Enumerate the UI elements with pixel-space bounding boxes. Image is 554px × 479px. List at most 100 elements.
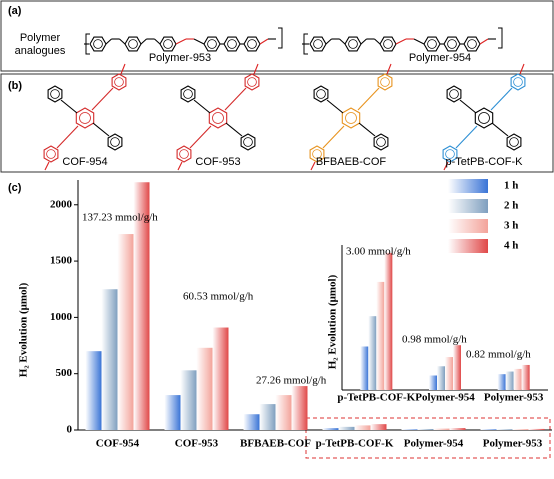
ring (208, 107, 228, 129)
inset-bar (429, 375, 437, 390)
bar (259, 404, 276, 430)
bracket (303, 33, 308, 55)
ring (75, 107, 95, 129)
ring-inner (247, 39, 257, 49)
ring (341, 107, 361, 129)
bond (224, 87, 247, 111)
legend-swatch (448, 179, 488, 193)
ring (203, 36, 221, 52)
bracket (85, 33, 90, 55)
inset-bar (376, 281, 385, 390)
inset-bar (437, 366, 445, 390)
ring-inner (348, 39, 358, 49)
bond (56, 125, 79, 149)
bond (140, 38, 147, 45)
ring-inner (93, 39, 103, 49)
annotation: 0.82 mmol/g/h (466, 349, 531, 361)
inset-bar (497, 374, 506, 390)
bond (225, 122, 243, 137)
ring (180, 85, 196, 103)
ring (313, 85, 329, 103)
bond (119, 38, 126, 45)
ring (223, 36, 241, 52)
bar (133, 182, 150, 430)
bar (275, 395, 292, 430)
bond (120, 63, 126, 75)
ring (379, 36, 397, 52)
bar (401, 429, 418, 430)
inset-bar (521, 364, 530, 390)
bond (459, 99, 477, 114)
inset-bar (505, 371, 514, 390)
ring (442, 145, 458, 163)
panel-label: (c) (8, 182, 22, 194)
bond (360, 38, 367, 45)
ring (344, 36, 362, 52)
structure-label: COF-954 (62, 156, 107, 168)
ring (47, 85, 63, 103)
ring-inner (383, 39, 393, 49)
ring-inner (380, 77, 390, 87)
ring (240, 133, 256, 151)
bar (101, 289, 118, 430)
ring-inner (179, 149, 189, 159)
ring (510, 73, 526, 91)
bond (479, 38, 489, 45)
bond (44, 161, 50, 171)
ring (176, 145, 192, 163)
inset-bar (368, 316, 377, 390)
ring-inner (445, 149, 455, 159)
ring-inner (427, 39, 437, 49)
bond (259, 38, 269, 45)
ring-inner (207, 39, 217, 49)
bond (177, 161, 183, 171)
ring-inner (467, 39, 477, 49)
inset-x-tick-label: p-TetPB-COF-K (337, 392, 415, 404)
bond (519, 63, 525, 75)
annotation: 0.98 mmol/g/h (402, 334, 467, 346)
legend-label: 2 h (504, 200, 518, 212)
ring-inner (247, 77, 257, 87)
bar (480, 429, 497, 430)
bond (455, 125, 478, 149)
ring (243, 36, 261, 52)
bond (443, 161, 449, 171)
bond (322, 125, 345, 149)
ring-inner (345, 112, 357, 124)
bar (354, 425, 371, 430)
inset-bar (445, 357, 453, 390)
bar (338, 426, 355, 430)
ring (463, 36, 481, 52)
annotation: 60.53 mmol/g/h (183, 291, 254, 303)
ring-inner (128, 39, 138, 49)
ring (107, 133, 123, 151)
ring (446, 85, 462, 103)
bond (413, 38, 425, 45)
ring (43, 145, 59, 163)
bond (374, 38, 381, 45)
bond (326, 99, 344, 114)
bond (491, 122, 509, 137)
bar (164, 395, 181, 430)
y-tick-label: 0 (67, 424, 73, 436)
x-tick-label: Polymer-953 (483, 438, 543, 450)
ring-inner (227, 39, 237, 49)
inset-y-axis-label: H₂ Evolution (μmol) (327, 274, 339, 369)
y-tick-label: 1000 (50, 311, 73, 323)
highlight-box (305, 417, 551, 459)
bar (196, 347, 213, 430)
bond (253, 63, 259, 75)
ring (124, 36, 142, 52)
inset-bar (513, 368, 522, 390)
bond (193, 38, 205, 45)
bond (357, 87, 380, 111)
bond (105, 38, 112, 45)
bond (310, 161, 316, 171)
panel-a-frame (0, 0, 554, 72)
bond (193, 99, 211, 114)
structure-label: Polymer-954 (409, 52, 471, 64)
bar (117, 234, 134, 430)
ring (159, 36, 177, 52)
y-axis-label: H₂ Evolution (μmol) (18, 282, 30, 377)
inset-x-tick-label: Polymer-953 (484, 392, 544, 404)
